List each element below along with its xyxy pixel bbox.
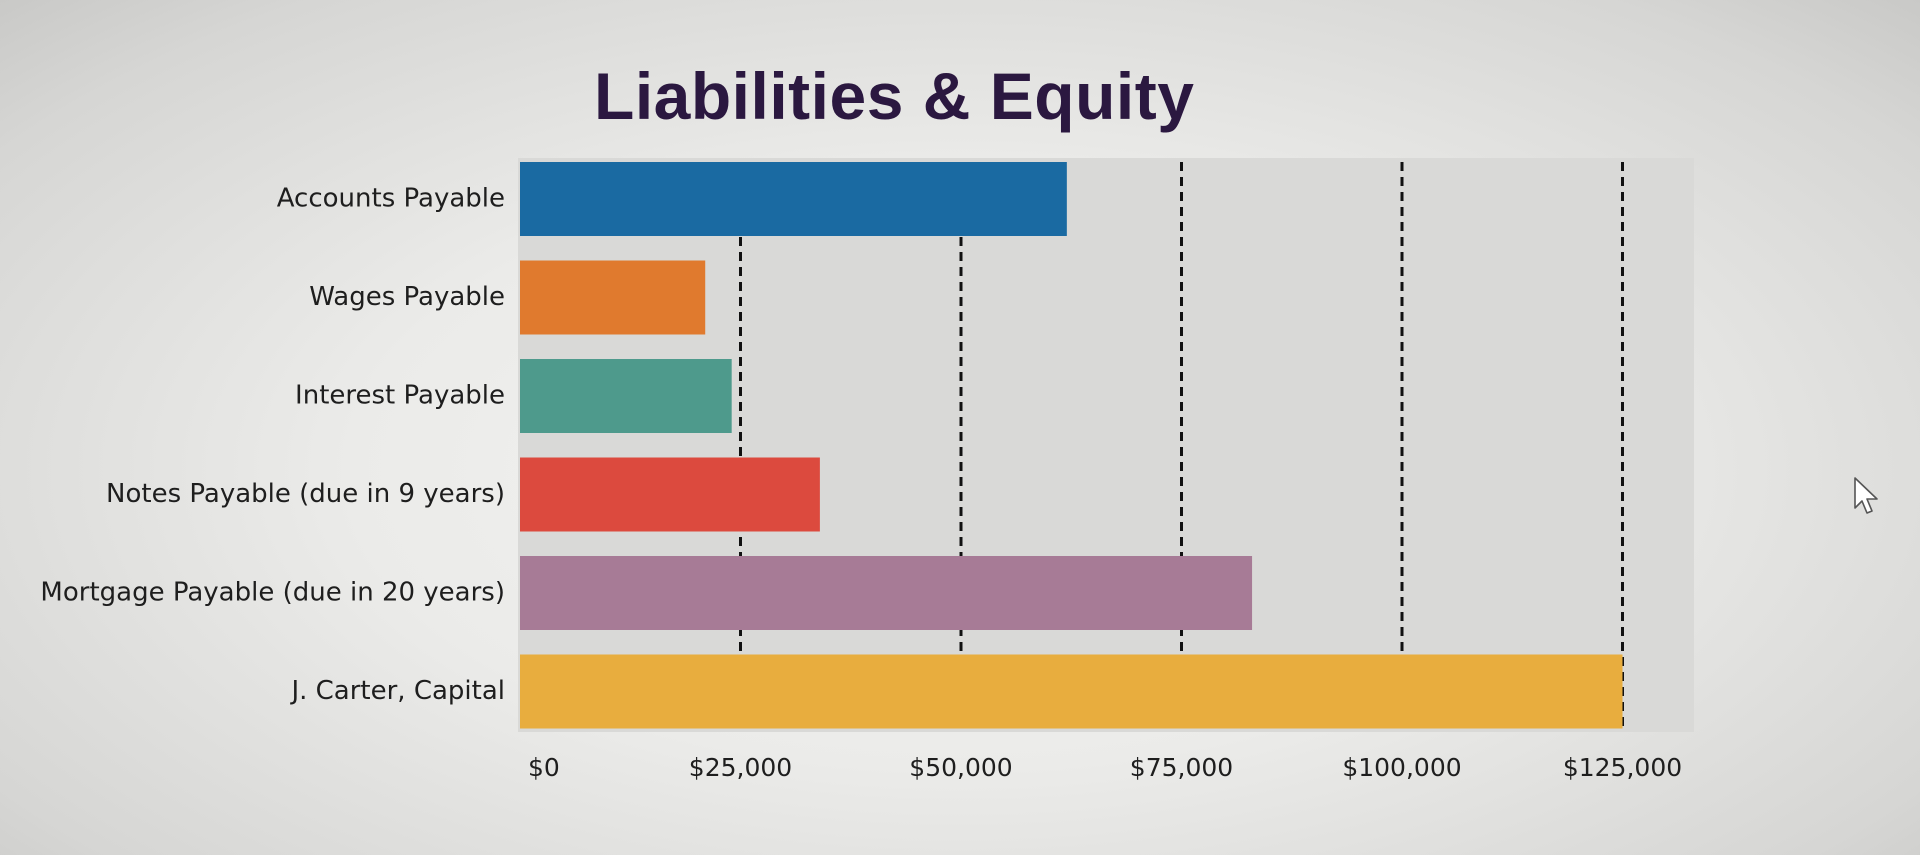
x-tick-label: $125,000 — [1563, 753, 1682, 782]
category-label: Notes Payable (due in 9 years) — [106, 479, 505, 509]
x-tick-label: $0 — [528, 753, 560, 782]
x-tick-label: $25,000 — [689, 753, 792, 782]
bar-0 — [520, 162, 1067, 236]
plot-area — [518, 158, 1694, 732]
category-labels: Accounts Payable Wages Payable Interest Pa… — [40, 184, 505, 707]
mouse-pointer-icon — [1854, 477, 1878, 514]
bar-4 — [520, 556, 1253, 630]
category-label: Mortgage Payable (due in 20 years) — [40, 578, 505, 608]
chart-title: Liabilities & Equity — [594, 59, 1195, 133]
x-tick-label: $100,000 — [1342, 753, 1461, 782]
x-axis-tick-labels: $0 $25,000 $50,000 $75,000 $100,000 $125,000 — [528, 753, 1682, 782]
category-label: Accounts Payable — [277, 184, 505, 214]
bar-2 — [520, 359, 732, 433]
category-label: J. Carter, Capital — [289, 676, 505, 706]
bar-5 — [520, 654, 1623, 729]
bar-3 — [520, 457, 820, 532]
bar-1 — [520, 260, 706, 335]
bars — [520, 162, 1623, 729]
category-label: Wages Payable — [309, 282, 505, 312]
x-tick-label: $75,000 — [1130, 753, 1233, 782]
gridlines — [739, 162, 1624, 730]
x-tick-label: $50,000 — [909, 753, 1012, 782]
category-label: Interest Payable — [295, 381, 505, 411]
